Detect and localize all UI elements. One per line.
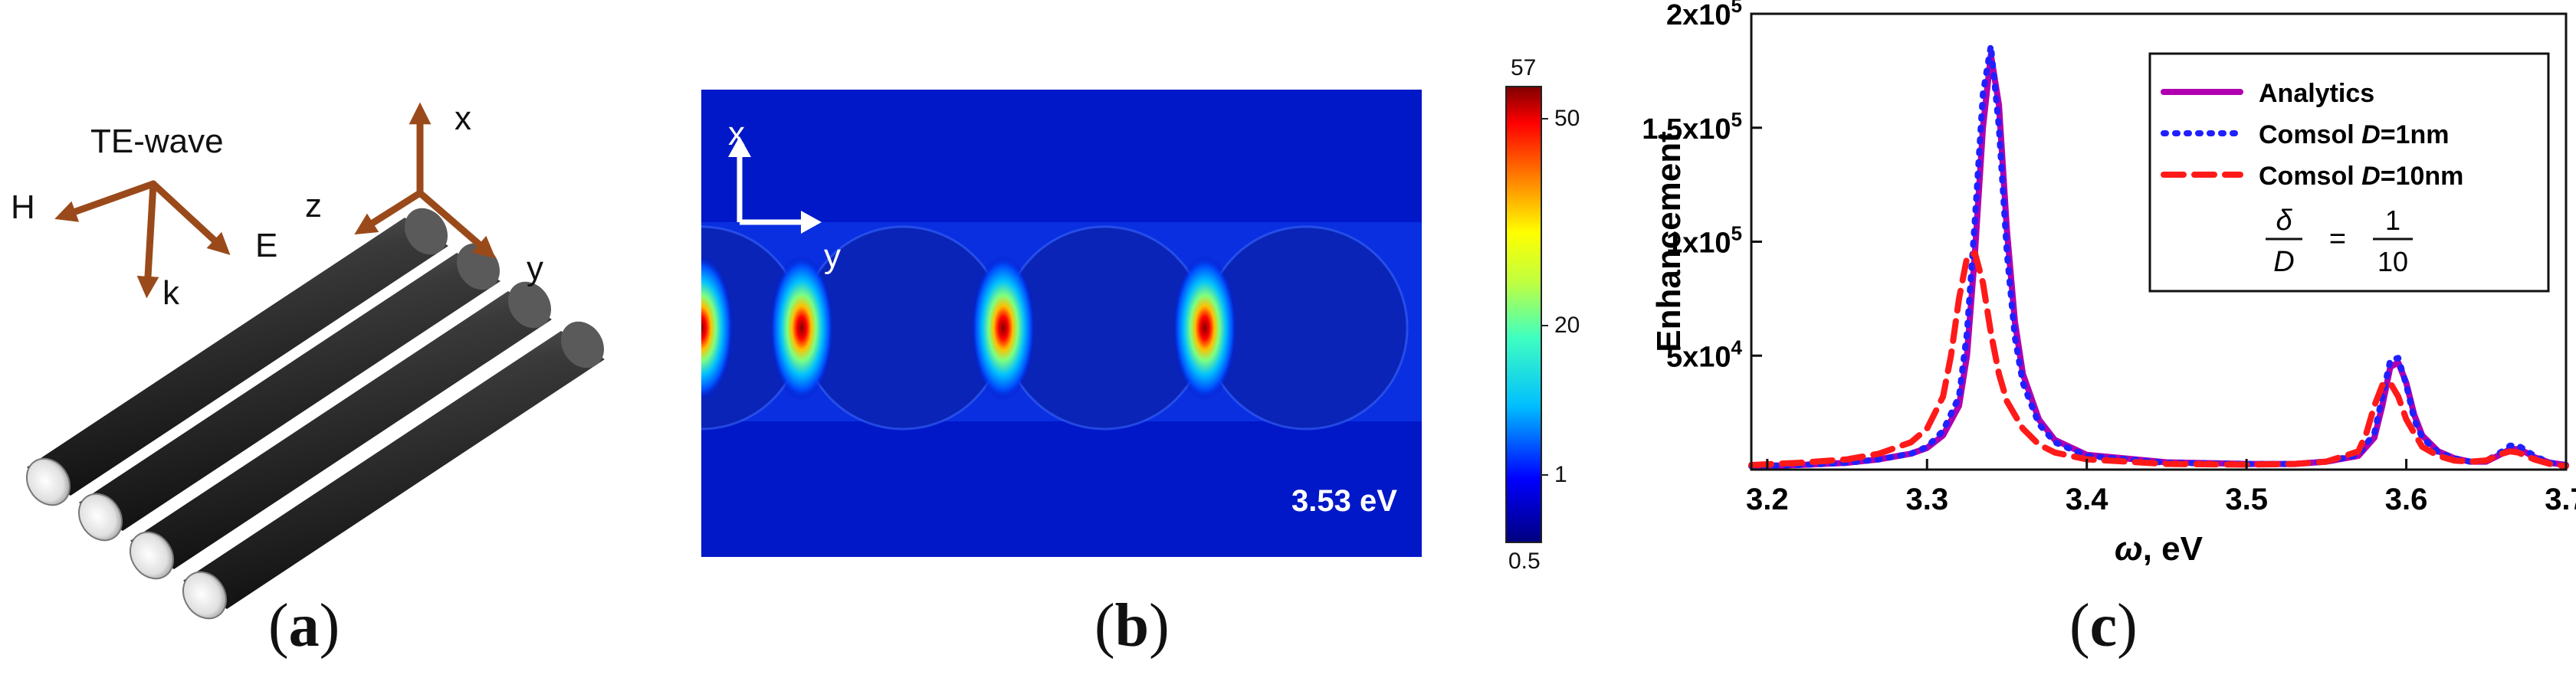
ratio-value-numerator: 1 [2385,205,2400,236]
ratio-numerator: δ [2276,205,2292,237]
y-axis-label: Enhancement [1650,131,1688,352]
hotspot [770,255,834,401]
x-tick-label: 3.3 [1905,483,1948,516]
ratio-value-denominator: 10 [2377,246,2408,277]
x-axis-label: x [454,100,471,137]
colorbar [1505,86,1542,543]
legend-label: Analytics [2259,79,2374,108]
enhancement-spectrum-plot: 3.2 3.3 3.4 3.5 3.6 3.7 5x104 1x105 1.5x105 2x105… [1642,0,2576,568]
map-y-axis-label: y [824,237,841,275]
field-arrows [54,180,231,299]
field-enhancement-map [701,86,1548,557]
series-line [1748,250,2569,470]
x-tick-label: 3.6 [2385,483,2428,516]
legend-label: Comsol D=10nm [2259,162,2463,191]
nanowire-rod [129,281,552,580]
hotspot [971,255,1035,401]
caption-b: (b) [1094,592,1170,660]
map-x-axis-label: x [728,115,745,152]
nanowire-rod [77,243,500,542]
map-axis-arrows [728,136,822,234]
k-vector-label: k [162,274,179,312]
y-tick-label: 5x104 [1666,336,1743,373]
caption-a: (a) [268,592,340,660]
x-tick-label: 3.4 [2066,483,2108,516]
e-field-label: E [255,227,278,264]
y-tick-label: 1x105 [1666,222,1742,260]
legend-label: Comsol D=1nm [2259,120,2449,149]
colorbar-tick-label: 20 [1554,313,1580,338]
x-tick-label: 3.7 [2545,483,2576,516]
y-tick-label: 2x105 [1666,0,1742,31]
plot-axes: 3.2 3.3 3.4 3.5 3.6 3.7 5x104 1x105 1.5x105 2x105… [1642,0,2576,568]
x-axis-label: ω, eV [2115,530,2204,568]
te-wave-label: TE-wave [90,123,224,160]
nanowire-rod [25,208,448,506]
y-tick-label: 1.5x105 [1642,108,1742,146]
coordinate-arrows [354,102,496,259]
nanowire-array-illustration [25,102,605,620]
energy-label: 3.53 eV [1291,484,1397,518]
colorbar-max-label: 57 [1511,55,1537,80]
caption-c: (c) [2069,592,2138,660]
map-area [701,90,1422,557]
nanowire-rod [182,321,605,620]
legend: Analytics Comsol D=1nm Comsol D=10nm δD = 1 10 [2148,52,2550,293]
colorbar-tick-label: 1 [1554,462,1567,487]
h-field-label: H [11,188,35,226]
series-curves [1748,42,2569,470]
z-axis-label: z [305,187,322,224]
y-axis-label: y [527,250,543,287]
ratio-denominator: D [2273,246,2294,278]
panel-b-field-map: x y 3.53 eV 57 50 20 1 0.5 (b) [674,0,1633,687]
panel-c-spectrum-chart: 3.2 3.3 3.4 3.5 3.6 3.7 5x104 1x105 1.5x105 2x105… [1633,0,2576,687]
x-tick-label: 3.2 [1746,483,1789,516]
x-tick-label: 3.5 [2225,483,2268,516]
hotspot [1173,255,1237,401]
hotspot [701,255,733,401]
panel-a-schematic: TE-wave H E k x z y (a) [0,0,674,687]
colorbar-min-label: 0.5 [1508,549,1541,574]
ratio-equals: = [2329,223,2346,255]
colorbar-tick-label: 50 [1554,106,1580,131]
